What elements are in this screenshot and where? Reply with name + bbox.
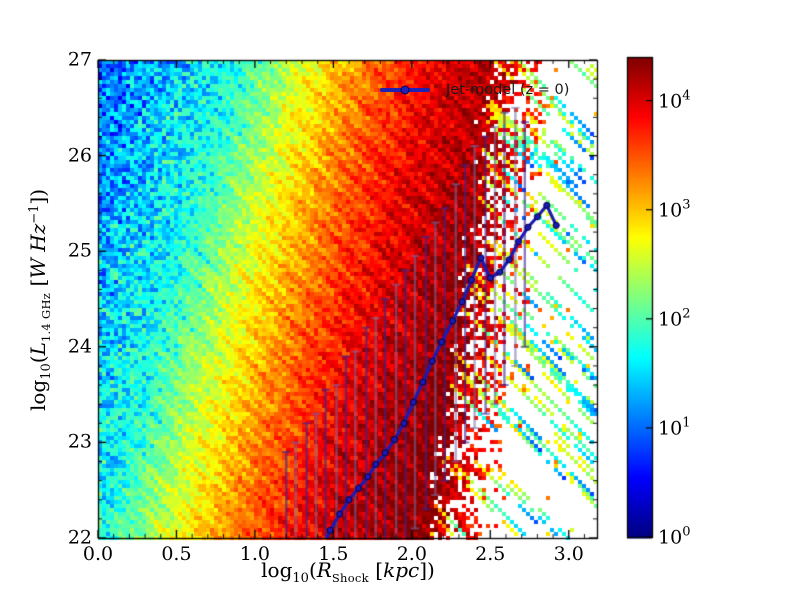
x-tick-label: 0.0 [82, 543, 114, 565]
legend-marker-dot-icon [400, 85, 410, 95]
y-axis-label: log10(L1.4 GHz [W Hz−1]) [26, 188, 54, 412]
y-tick-label: 23 [67, 430, 92, 453]
colorbar-tick-label: 100 [658, 524, 691, 549]
colorbar-tick-label: 102 [658, 306, 691, 331]
colorbar-tick-label: 103 [658, 197, 691, 222]
colorbar-tick-label: 101 [658, 415, 691, 440]
y-tick-label: 25 [67, 239, 92, 262]
x-tick-label: 3.0 [553, 543, 584, 565]
y-tick-label: 22 [67, 526, 92, 549]
y-tick-label: 24 [67, 335, 92, 358]
x-tick-label: 1.0 [239, 543, 271, 565]
x-tick-label: 1.5 [318, 543, 349, 565]
y-tick-label: 26 [67, 144, 92, 167]
legend-line-sample [380, 85, 430, 95]
x-tick-label: 0.5 [161, 543, 192, 565]
colorbar-tick-label: 104 [658, 88, 691, 113]
x-tick-label: 2.0 [396, 543, 427, 565]
legend-label: Jet-model (z = 0) [446, 82, 570, 98]
legend: Jet-model (z = 0) [380, 80, 569, 100]
y-tick-label: 27 [67, 48, 92, 71]
x-axis-label: log10(RShock [kpc]) [261, 558, 435, 586]
x-tick-label: 2.5 [475, 543, 506, 565]
